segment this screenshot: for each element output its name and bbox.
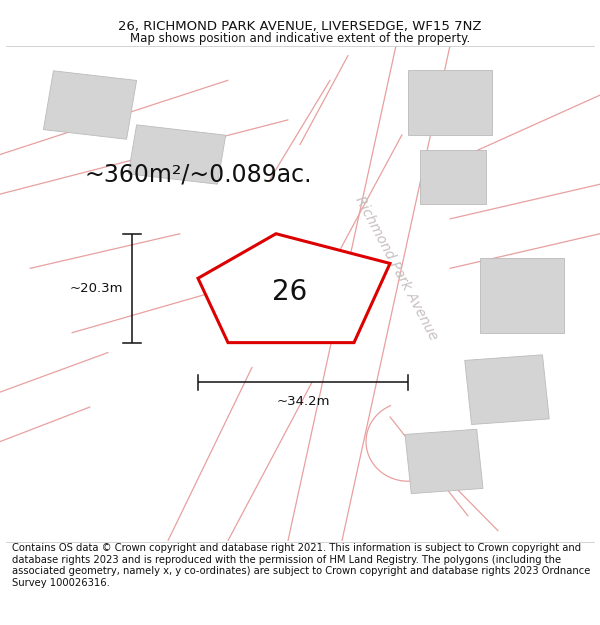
Text: 26: 26 [272, 278, 307, 306]
Polygon shape [128, 125, 226, 184]
Text: Contains OS data © Crown copyright and database right 2021. This information is : Contains OS data © Crown copyright and d… [12, 543, 590, 588]
Text: ~360m²/~0.089ac.: ~360m²/~0.089ac. [84, 162, 312, 186]
Polygon shape [480, 259, 564, 332]
Text: Map shows position and indicative extent of the property.: Map shows position and indicative extent… [130, 32, 470, 45]
Text: ~34.2m: ~34.2m [276, 394, 330, 408]
Polygon shape [405, 429, 483, 494]
Text: ~20.3m: ~20.3m [70, 282, 123, 294]
Polygon shape [198, 234, 390, 342]
Polygon shape [43, 71, 137, 139]
Polygon shape [408, 71, 492, 135]
Text: Richmond Park Avenue: Richmond Park Avenue [352, 194, 440, 342]
Polygon shape [420, 149, 486, 204]
Polygon shape [465, 355, 549, 424]
Text: 26, RICHMOND PARK AVENUE, LIVERSEDGE, WF15 7NZ: 26, RICHMOND PARK AVENUE, LIVERSEDGE, WF… [118, 20, 482, 32]
